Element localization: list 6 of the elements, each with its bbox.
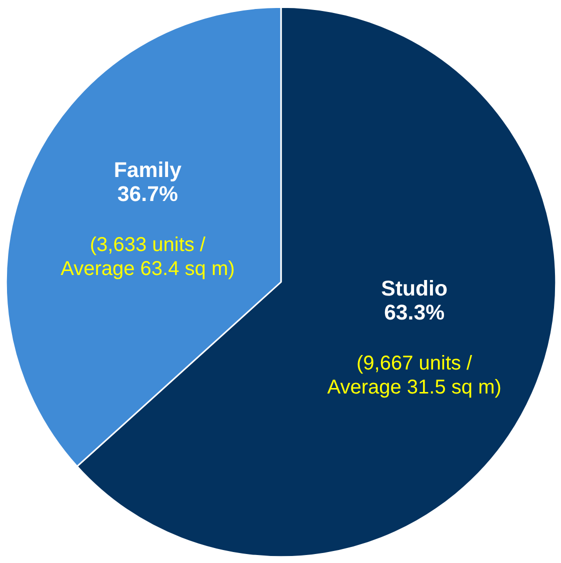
text: (9,667 units / Average 31.5 sq m): [327, 352, 502, 399]
text: (3,633 units / Average 63.4 sq m): [60, 234, 235, 280]
data-label: 63.3%: [384, 300, 445, 324]
slice-label: Studio: [381, 276, 448, 300]
slice-label: Family: [114, 158, 182, 182]
data-label: 36.7%: [117, 182, 178, 206]
